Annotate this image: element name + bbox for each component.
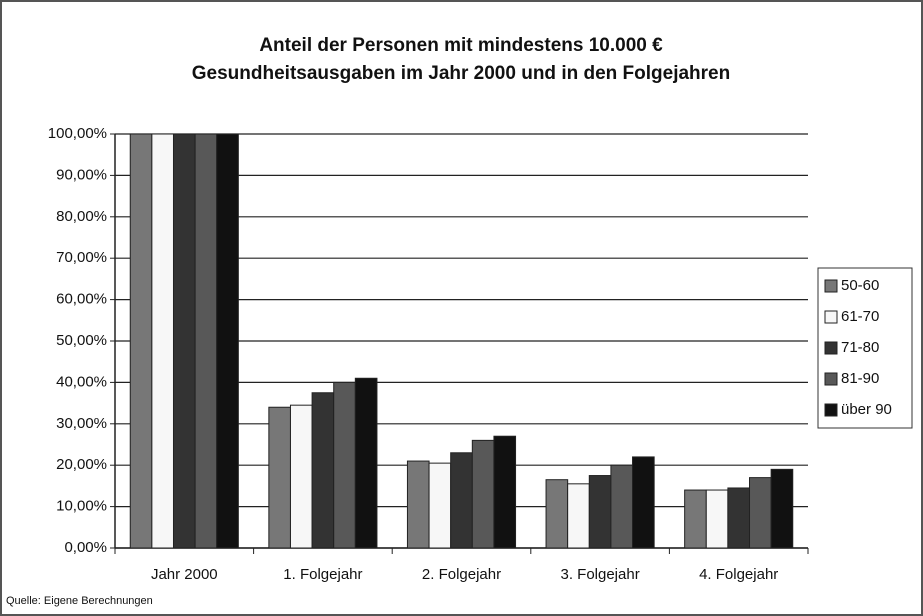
y-tick-label: 60,00% — [56, 291, 107, 308]
bar — [705, 489, 729, 549]
bar — [493, 435, 517, 549]
y-tick-label: 10,00% — [56, 498, 107, 515]
bar — [333, 381, 356, 549]
legend-label: 61-70 — [841, 308, 879, 325]
bar — [610, 464, 634, 549]
y-tick-label: 20,00% — [56, 456, 107, 473]
x-tick-label: 2. Folgejahr — [422, 566, 501, 583]
bar — [450, 452, 473, 549]
bar — [684, 489, 707, 549]
bar — [268, 406, 291, 549]
y-tick-label: 80,00% — [56, 208, 107, 225]
bar — [354, 377, 378, 549]
bar — [428, 462, 452, 549]
legend-swatch — [824, 310, 838, 324]
bar — [289, 404, 313, 549]
chart-title: Anteil der Personen mit mindestens 10.00… — [259, 35, 663, 56]
legend-swatch — [824, 372, 838, 386]
bar — [129, 133, 153, 549]
bar — [545, 479, 569, 549]
bar — [471, 439, 495, 549]
bar — [151, 133, 174, 549]
y-tick-label: 50,00% — [56, 332, 107, 349]
bar — [216, 133, 239, 549]
legend-swatch — [824, 403, 838, 417]
bar — [588, 475, 612, 549]
x-tick-label: 4. Folgejahr — [699, 566, 778, 583]
y-tick-label: 70,00% — [56, 249, 107, 266]
chart-title: Gesundheitsausgaben im Jahr 2000 und in … — [192, 63, 730, 84]
legend-label: 81-90 — [841, 370, 879, 387]
y-tick-label: 90,00% — [56, 166, 107, 183]
bar — [727, 487, 751, 549]
legend-swatch — [824, 279, 838, 293]
y-tick-label: 30,00% — [56, 415, 107, 432]
legend-label: 71-80 — [841, 339, 879, 356]
x-tick-label: 1. Folgejahr — [283, 566, 362, 583]
bar — [770, 468, 794, 549]
x-tick-label: Jahr 2000 — [151, 566, 218, 583]
legend-swatch — [824, 341, 838, 355]
source-note: Quelle: Eigene Berechnungen — [6, 595, 153, 607]
legend-label: über 90 — [841, 401, 892, 418]
y-tick-label: 100,00% — [48, 125, 107, 142]
bar — [567, 483, 590, 549]
bar — [749, 477, 772, 549]
x-tick-label: 3. Folgejahr — [560, 566, 639, 583]
bar — [194, 133, 218, 549]
bar — [311, 392, 335, 549]
y-tick-label: 0,00% — [64, 539, 107, 556]
legend-label: 50-60 — [841, 277, 879, 294]
bar — [632, 456, 655, 549]
y-tick-label: 40,00% — [56, 373, 107, 390]
bar — [172, 133, 196, 549]
bar — [406, 460, 430, 549]
